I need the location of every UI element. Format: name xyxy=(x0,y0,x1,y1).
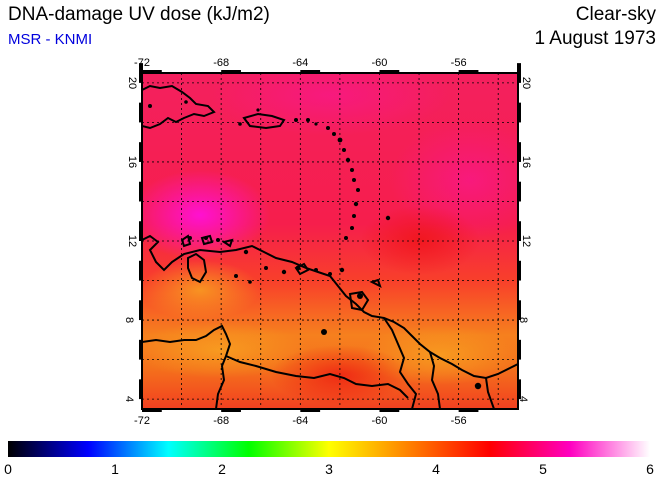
border-guyana-suriname xyxy=(429,351,441,409)
frame-tick xyxy=(300,70,321,74)
longitude-tick-label: -56 xyxy=(450,415,467,427)
frame-tick xyxy=(458,70,479,74)
color-scale-label: 6 xyxy=(646,461,654,477)
date-label: 1 August 1973 xyxy=(534,28,657,49)
longitude-tick-label: -64 xyxy=(292,57,309,69)
border-suriname-french-guiana xyxy=(485,377,495,409)
frame-tick xyxy=(517,181,521,202)
frame-tick xyxy=(139,379,143,400)
frame-tick xyxy=(142,408,162,412)
longitude-tick-label: -72 xyxy=(134,415,150,427)
coastlines xyxy=(142,84,518,409)
uv-dose-field xyxy=(142,73,518,409)
frame-tick xyxy=(517,221,521,241)
longitude-tick-label: -60 xyxy=(371,415,388,427)
latitude-tick-label: 20 xyxy=(126,76,139,89)
latitude-tick-label: 16 xyxy=(520,155,533,169)
latitude-tick-label: 4 xyxy=(123,396,136,403)
frame-tick xyxy=(300,408,321,412)
color-scale-label: 3 xyxy=(325,461,333,477)
frame-tick xyxy=(517,102,521,123)
hispaniola-coast xyxy=(142,84,216,130)
venezuela-coast xyxy=(142,234,518,380)
latitude-tick-label: 8 xyxy=(517,316,530,324)
latitude-tick-label: 8 xyxy=(123,316,136,324)
island-dots xyxy=(148,100,482,390)
tobago-island xyxy=(369,278,382,288)
longitude-tick-label: -64 xyxy=(292,415,309,427)
frame-tick xyxy=(517,63,521,83)
color-scale-label: 1 xyxy=(111,461,119,477)
color-scale-label: 0 xyxy=(4,461,12,477)
longitude-tick-label: -68 xyxy=(213,57,230,69)
longitude-tick-label: -56 xyxy=(450,57,467,69)
frame-tick xyxy=(379,70,400,74)
frame-tick xyxy=(139,300,143,321)
color-scale-label: 4 xyxy=(432,461,440,477)
source-label: MSR - KNMI xyxy=(8,31,93,48)
frame-tick xyxy=(139,142,143,162)
frame-tick xyxy=(517,142,521,162)
frame-tick xyxy=(142,70,162,74)
color-scale-bar xyxy=(8,441,650,457)
frame-tick xyxy=(139,63,143,83)
maracaibo-lake xyxy=(187,252,208,284)
frame-tick xyxy=(517,260,521,281)
latitude-tick-label: 4 xyxy=(517,396,530,403)
longitude-tick-label: -60 xyxy=(371,57,388,69)
border-brazil xyxy=(225,355,409,399)
frame-tick xyxy=(139,260,143,281)
frame-tick xyxy=(517,379,521,400)
latitude-tick-label: 20 xyxy=(520,76,533,89)
trinidad-coast xyxy=(348,290,370,312)
color-scale-label: 2 xyxy=(218,461,226,477)
margarita-island xyxy=(294,262,310,276)
puerto-rico-coast xyxy=(242,112,286,130)
map-title: DNA-damage UV dose (kJ/m2) xyxy=(8,4,270,25)
frame-tick xyxy=(139,102,143,123)
frame-tick xyxy=(517,339,521,360)
frame-tick xyxy=(517,300,521,321)
frame-tick-marks xyxy=(139,63,521,412)
longitude-tick-label: -68 xyxy=(213,415,230,427)
frame-tick xyxy=(139,181,143,202)
frame-tick xyxy=(139,221,143,241)
frame-tick xyxy=(221,408,241,412)
longitude-tick-label: -72 xyxy=(134,57,150,69)
frame-tick xyxy=(458,408,479,412)
graticule xyxy=(142,73,518,409)
latitude-tick-label: 12 xyxy=(520,234,533,248)
frame-tick xyxy=(221,70,241,74)
latitude-tick-label: 16 xyxy=(126,155,139,169)
border-venezuela-guyana xyxy=(383,317,418,409)
sky-condition-label: Clear-sky xyxy=(575,4,656,25)
frame-tick xyxy=(379,408,400,412)
frame-tick xyxy=(139,339,143,360)
color-scale-label: 5 xyxy=(539,461,547,477)
latitude-tick-label: 12 xyxy=(126,234,139,248)
border-colombia-venezuela xyxy=(142,324,232,409)
